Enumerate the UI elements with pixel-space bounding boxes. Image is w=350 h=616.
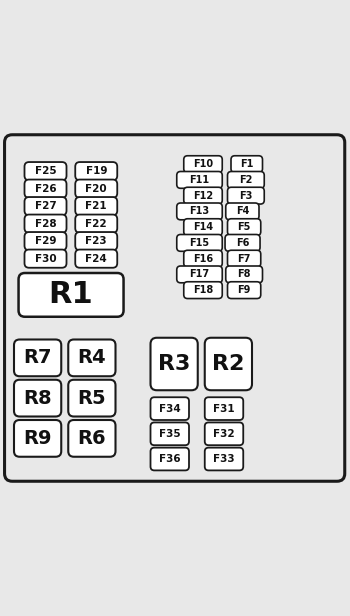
- Text: F30: F30: [35, 254, 56, 264]
- Text: F32: F32: [213, 429, 235, 439]
- Text: F1: F1: [240, 159, 253, 169]
- Text: R6: R6: [78, 429, 106, 448]
- Text: F33: F33: [213, 454, 235, 464]
- Text: F3: F3: [239, 190, 253, 201]
- FancyBboxPatch shape: [25, 232, 66, 250]
- FancyBboxPatch shape: [14, 420, 61, 456]
- FancyBboxPatch shape: [184, 219, 222, 235]
- FancyBboxPatch shape: [68, 420, 116, 456]
- Text: F13: F13: [189, 206, 210, 216]
- Text: R3: R3: [158, 354, 190, 374]
- Text: R7: R7: [23, 349, 52, 367]
- Text: F20: F20: [85, 184, 107, 193]
- Text: F12: F12: [193, 190, 213, 201]
- Text: F10: F10: [193, 159, 213, 169]
- Text: F4: F4: [236, 206, 249, 216]
- FancyBboxPatch shape: [150, 423, 189, 445]
- Text: F2: F2: [239, 175, 253, 185]
- FancyBboxPatch shape: [205, 448, 243, 471]
- Text: F26: F26: [35, 184, 56, 193]
- FancyBboxPatch shape: [177, 171, 222, 188]
- FancyBboxPatch shape: [231, 156, 262, 172]
- FancyBboxPatch shape: [225, 235, 260, 251]
- FancyBboxPatch shape: [25, 214, 66, 233]
- Text: F18: F18: [193, 285, 213, 295]
- FancyBboxPatch shape: [75, 249, 117, 268]
- FancyBboxPatch shape: [25, 197, 66, 215]
- FancyBboxPatch shape: [150, 448, 189, 471]
- Text: F36: F36: [159, 454, 181, 464]
- FancyBboxPatch shape: [75, 232, 117, 250]
- Text: F9: F9: [237, 285, 251, 295]
- Text: F15: F15: [189, 238, 210, 248]
- Text: F14: F14: [193, 222, 213, 232]
- Text: F35: F35: [159, 429, 181, 439]
- FancyBboxPatch shape: [177, 266, 222, 283]
- FancyBboxPatch shape: [228, 187, 264, 204]
- FancyBboxPatch shape: [75, 179, 117, 198]
- Text: F16: F16: [193, 254, 213, 264]
- Text: F6: F6: [236, 238, 249, 248]
- Text: F8: F8: [237, 269, 251, 280]
- FancyBboxPatch shape: [25, 179, 66, 198]
- FancyBboxPatch shape: [25, 162, 66, 180]
- Text: F22: F22: [85, 219, 107, 229]
- FancyBboxPatch shape: [68, 339, 116, 376]
- Text: R2: R2: [212, 354, 245, 374]
- Text: F31: F31: [213, 403, 235, 413]
- Text: F28: F28: [35, 219, 56, 229]
- FancyBboxPatch shape: [14, 339, 61, 376]
- Text: F11: F11: [189, 175, 210, 185]
- FancyBboxPatch shape: [177, 235, 222, 251]
- Text: F34: F34: [159, 403, 181, 413]
- FancyBboxPatch shape: [75, 214, 117, 233]
- FancyBboxPatch shape: [150, 397, 189, 420]
- FancyBboxPatch shape: [184, 187, 222, 204]
- FancyBboxPatch shape: [205, 338, 252, 391]
- FancyBboxPatch shape: [228, 250, 261, 267]
- FancyBboxPatch shape: [19, 273, 124, 317]
- FancyBboxPatch shape: [205, 397, 243, 420]
- FancyBboxPatch shape: [228, 282, 261, 299]
- Text: R5: R5: [78, 389, 106, 408]
- FancyBboxPatch shape: [150, 338, 198, 391]
- Text: F29: F29: [35, 236, 56, 246]
- Text: F23: F23: [85, 236, 107, 246]
- Text: R4: R4: [78, 349, 106, 367]
- Text: F17: F17: [189, 269, 210, 280]
- Text: F19: F19: [85, 166, 107, 176]
- FancyBboxPatch shape: [68, 379, 116, 416]
- Text: F5: F5: [237, 222, 251, 232]
- FancyBboxPatch shape: [226, 203, 259, 220]
- Text: F21: F21: [85, 201, 107, 211]
- FancyBboxPatch shape: [75, 197, 117, 215]
- FancyBboxPatch shape: [184, 250, 222, 267]
- FancyBboxPatch shape: [75, 162, 117, 180]
- FancyBboxPatch shape: [14, 379, 61, 416]
- FancyBboxPatch shape: [5, 135, 345, 481]
- FancyBboxPatch shape: [184, 282, 222, 299]
- FancyBboxPatch shape: [205, 423, 243, 445]
- FancyBboxPatch shape: [226, 266, 262, 283]
- FancyBboxPatch shape: [25, 249, 66, 268]
- Text: R1: R1: [49, 280, 93, 309]
- Text: F7: F7: [237, 254, 251, 264]
- Text: R9: R9: [23, 429, 52, 448]
- FancyBboxPatch shape: [177, 203, 222, 220]
- Text: F24: F24: [85, 254, 107, 264]
- FancyBboxPatch shape: [228, 219, 261, 235]
- Text: F27: F27: [35, 201, 56, 211]
- FancyBboxPatch shape: [184, 156, 222, 172]
- FancyBboxPatch shape: [228, 171, 264, 188]
- Text: R8: R8: [23, 389, 52, 408]
- Text: F25: F25: [35, 166, 56, 176]
